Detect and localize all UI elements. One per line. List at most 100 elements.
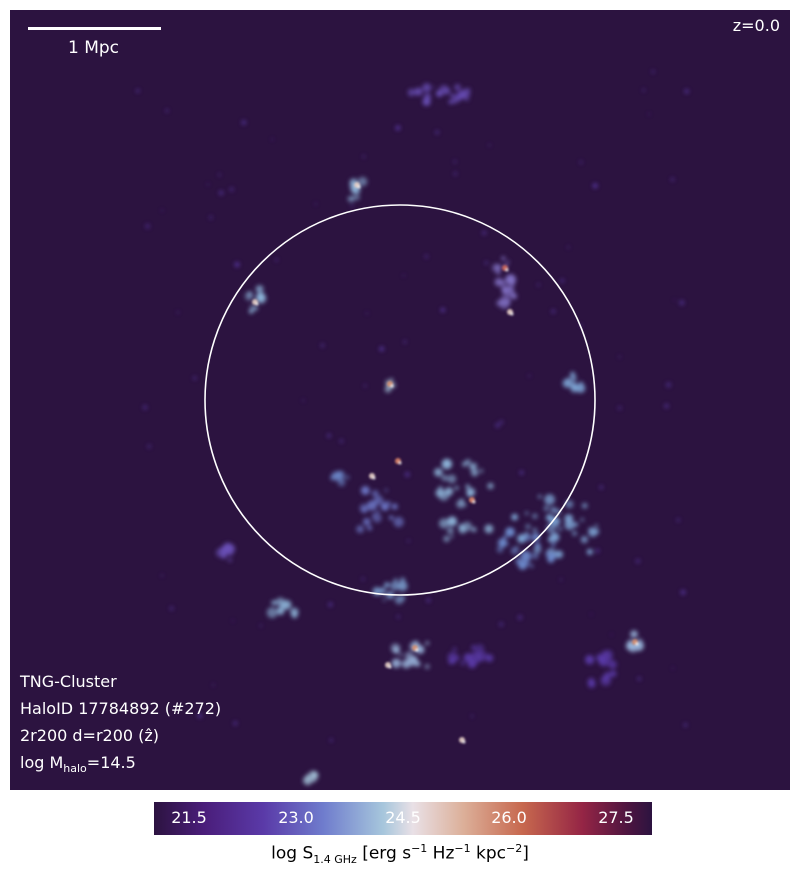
emission-clump: [398, 461, 402, 465]
emission-clump: [550, 553, 557, 560]
emission-clump: [426, 598, 431, 603]
emission-clump: [366, 500, 378, 511]
emission-clump: [438, 518, 450, 529]
emission-clump: [579, 160, 583, 164]
emission-clump: [384, 488, 388, 492]
emission-clump: [599, 485, 603, 489]
emission-clump: [224, 543, 236, 555]
emission-clump: [586, 548, 593, 555]
emission-clumps: [136, 70, 689, 786]
emission-clump: [255, 292, 267, 304]
emission-clump: [435, 488, 444, 498]
emission-clump: [233, 721, 238, 726]
emission-clump: [501, 256, 506, 261]
emission-clump: [438, 486, 444, 491]
emission-clump: [565, 500, 574, 509]
scale-bar-label: 1 Mpc: [68, 38, 120, 58]
emission-clump: [462, 740, 466, 744]
emission-clump: [533, 545, 542, 554]
emission-clump: [635, 642, 639, 646]
emission-clump: [462, 521, 472, 532]
emission-clump: [231, 619, 234, 622]
emission-clump: [452, 100, 456, 104]
emission-clump: [567, 246, 570, 249]
emission-clump: [590, 613, 593, 616]
emission-clump: [209, 215, 213, 220]
emission-clump: [367, 525, 373, 531]
emission-clump: [462, 461, 468, 467]
emission-clump: [608, 660, 617, 669]
emission-clump: [448, 99, 453, 105]
emission-clump: [504, 541, 509, 546]
emission-clump: [197, 713, 202, 718]
emission-clump: [456, 499, 465, 509]
emission-clump: [573, 522, 579, 527]
emission-clump: [443, 535, 450, 543]
colorbar-label: log S1.4 GHz [erg s−1 Hz−1 kpc−2]: [271, 842, 529, 867]
emission-clump: [397, 581, 408, 592]
emission-clump: [680, 589, 686, 595]
emission-clump: [441, 474, 448, 482]
emission-clump: [510, 547, 519, 555]
emission-clump: [329, 738, 333, 742]
emission-clump: [536, 283, 540, 287]
emission-clump: [558, 527, 563, 532]
emission-clump: [271, 138, 274, 141]
emission-clump: [259, 624, 262, 627]
emission-clump: [510, 293, 517, 300]
emission-clump: [525, 523, 531, 530]
emission-clump: [551, 309, 556, 314]
r200-circle: [204, 204, 596, 596]
emission-clump: [379, 346, 384, 352]
emission-clump: [471, 645, 477, 651]
colorbar-tick: 26.0: [491, 808, 527, 827]
emission-map-svg: [136, 70, 689, 786]
emission-clump: [511, 513, 519, 521]
emission-clump: [444, 87, 451, 95]
colorbar-tick: 21.5: [171, 808, 207, 827]
emission-clump: [355, 195, 360, 200]
emission-clump: [435, 90, 443, 97]
emission-clump: [447, 474, 457, 484]
emission-clump: [453, 172, 457, 176]
emission-clump: [266, 607, 278, 619]
emission-clump: [176, 311, 180, 314]
emission-clump: [672, 667, 674, 670]
emission-clump: [550, 541, 556, 547]
emission-clump: [391, 503, 398, 510]
emission-clump: [241, 120, 247, 125]
emission-clump: [637, 676, 642, 681]
emission-clump: [550, 532, 560, 542]
emission-clump: [506, 300, 511, 304]
emission-clump: [275, 258, 278, 262]
emission-clump: [252, 305, 258, 311]
emission-clump: [523, 559, 531, 567]
colorbar-tick: 24.5: [385, 808, 421, 827]
emission-clump: [390, 581, 400, 591]
emission-clump: [435, 130, 440, 135]
emission-clump: [531, 532, 540, 542]
emission-clump: [580, 535, 588, 544]
emission-clump: [390, 384, 394, 388]
emission-clump: [380, 500, 391, 511]
emission-clump: [470, 468, 479, 477]
emission-clump: [518, 534, 526, 543]
emission-clump: [361, 577, 365, 581]
emission-clump: [484, 261, 488, 265]
emission-clump: [562, 378, 572, 388]
emission-clump: [136, 89, 140, 93]
emission-clump: [234, 262, 240, 268]
emission-clump: [517, 615, 523, 620]
halo-mass: log Mhalo=14.5: [20, 752, 136, 775]
emission-clump: [532, 513, 538, 519]
emission-clump: [581, 502, 588, 509]
emission-clump: [475, 659, 480, 664]
emission-clump: [432, 86, 435, 89]
emission-clump: [362, 155, 366, 158]
emission-clump: [603, 671, 611, 679]
emission-clump: [585, 655, 595, 665]
emission-clump: [676, 518, 680, 522]
emission-clump: [161, 574, 164, 577]
emission-clump: [519, 470, 524, 475]
emission-clump: [460, 661, 466, 666]
